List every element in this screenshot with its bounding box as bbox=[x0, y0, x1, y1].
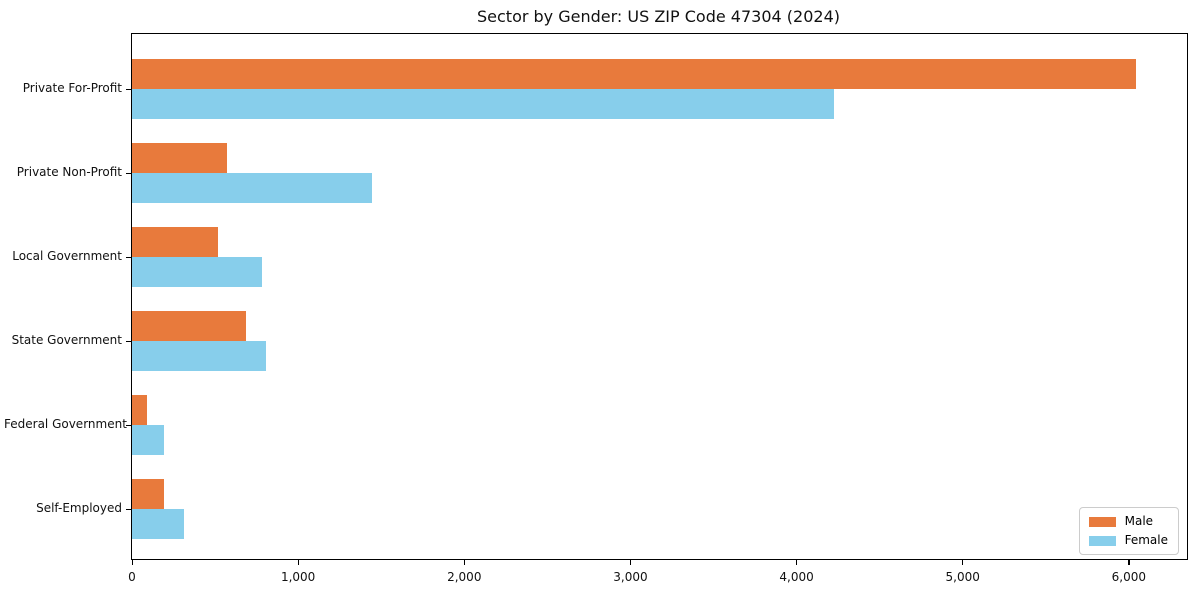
bar-female-5 bbox=[132, 509, 185, 539]
x-tick-label-1: 1,000 bbox=[280, 570, 316, 584]
legend-entry-female: Female bbox=[1088, 533, 1168, 547]
x-tick-label-5: 5,000 bbox=[945, 570, 980, 584]
y-axis-label-2: Local Government bbox=[12, 249, 122, 263]
legend-label-male: Male bbox=[1124, 514, 1154, 528]
bar-female-4 bbox=[132, 425, 165, 455]
legend: Male Female bbox=[1078, 507, 1179, 555]
bar-female-2 bbox=[132, 257, 262, 287]
y-tick-mark bbox=[126, 88, 131, 90]
x-tick-mark bbox=[1128, 560, 1130, 565]
y-tick-mark bbox=[126, 256, 131, 258]
x-tick-label-4: 4,000 bbox=[779, 570, 814, 584]
bar-female-0 bbox=[132, 89, 834, 119]
y-axis-label-3: State Government bbox=[11, 333, 122, 347]
y-tick-mark bbox=[126, 340, 131, 342]
legend-label-female: Female bbox=[1124, 533, 1168, 547]
y-axis-label-1: Private Non-Profit bbox=[16, 165, 122, 179]
bar-male-4 bbox=[132, 395, 147, 425]
bar-male-1 bbox=[132, 143, 227, 173]
chart-title: Sector by Gender: US ZIP Code 47304 (202… bbox=[477, 7, 840, 26]
x-tick-label-0: 0 bbox=[128, 570, 136, 584]
bar-male-3 bbox=[132, 311, 246, 341]
y-axis-label-0: Private For-Profit bbox=[22, 81, 122, 95]
y-axis-label-4: Federal Government bbox=[4, 417, 127, 431]
x-tick-mark bbox=[962, 560, 964, 565]
legend-entry-male: Male bbox=[1088, 514, 1168, 528]
bar-male-0 bbox=[132, 59, 1137, 89]
y-tick-mark bbox=[126, 508, 131, 510]
y-tick-mark bbox=[126, 424, 131, 426]
x-tick-mark bbox=[131, 560, 133, 565]
bar-female-3 bbox=[132, 341, 266, 371]
x-tick-mark bbox=[629, 560, 632, 565]
x-tick-label-2: 2,000 bbox=[447, 570, 482, 584]
male-color-swatch bbox=[1088, 516, 1116, 527]
x-tick-label-6: 6,000 bbox=[1111, 570, 1147, 584]
bar-male-5 bbox=[132, 479, 165, 509]
x-tick-mark bbox=[463, 560, 465, 565]
x-tick-label-3: 3,000 bbox=[613, 570, 648, 584]
x-tick-mark bbox=[297, 560, 299, 565]
female-color-swatch bbox=[1088, 535, 1116, 546]
x-tick-mark bbox=[796, 560, 798, 565]
bar-male-2 bbox=[132, 227, 218, 257]
plot-area: Male Female Private For-Profit Private No… bbox=[4, 33, 1188, 584]
y-axis-label-5: Self-Employed bbox=[36, 501, 122, 515]
bar-female-1 bbox=[132, 173, 373, 203]
y-tick-mark bbox=[126, 172, 131, 174]
